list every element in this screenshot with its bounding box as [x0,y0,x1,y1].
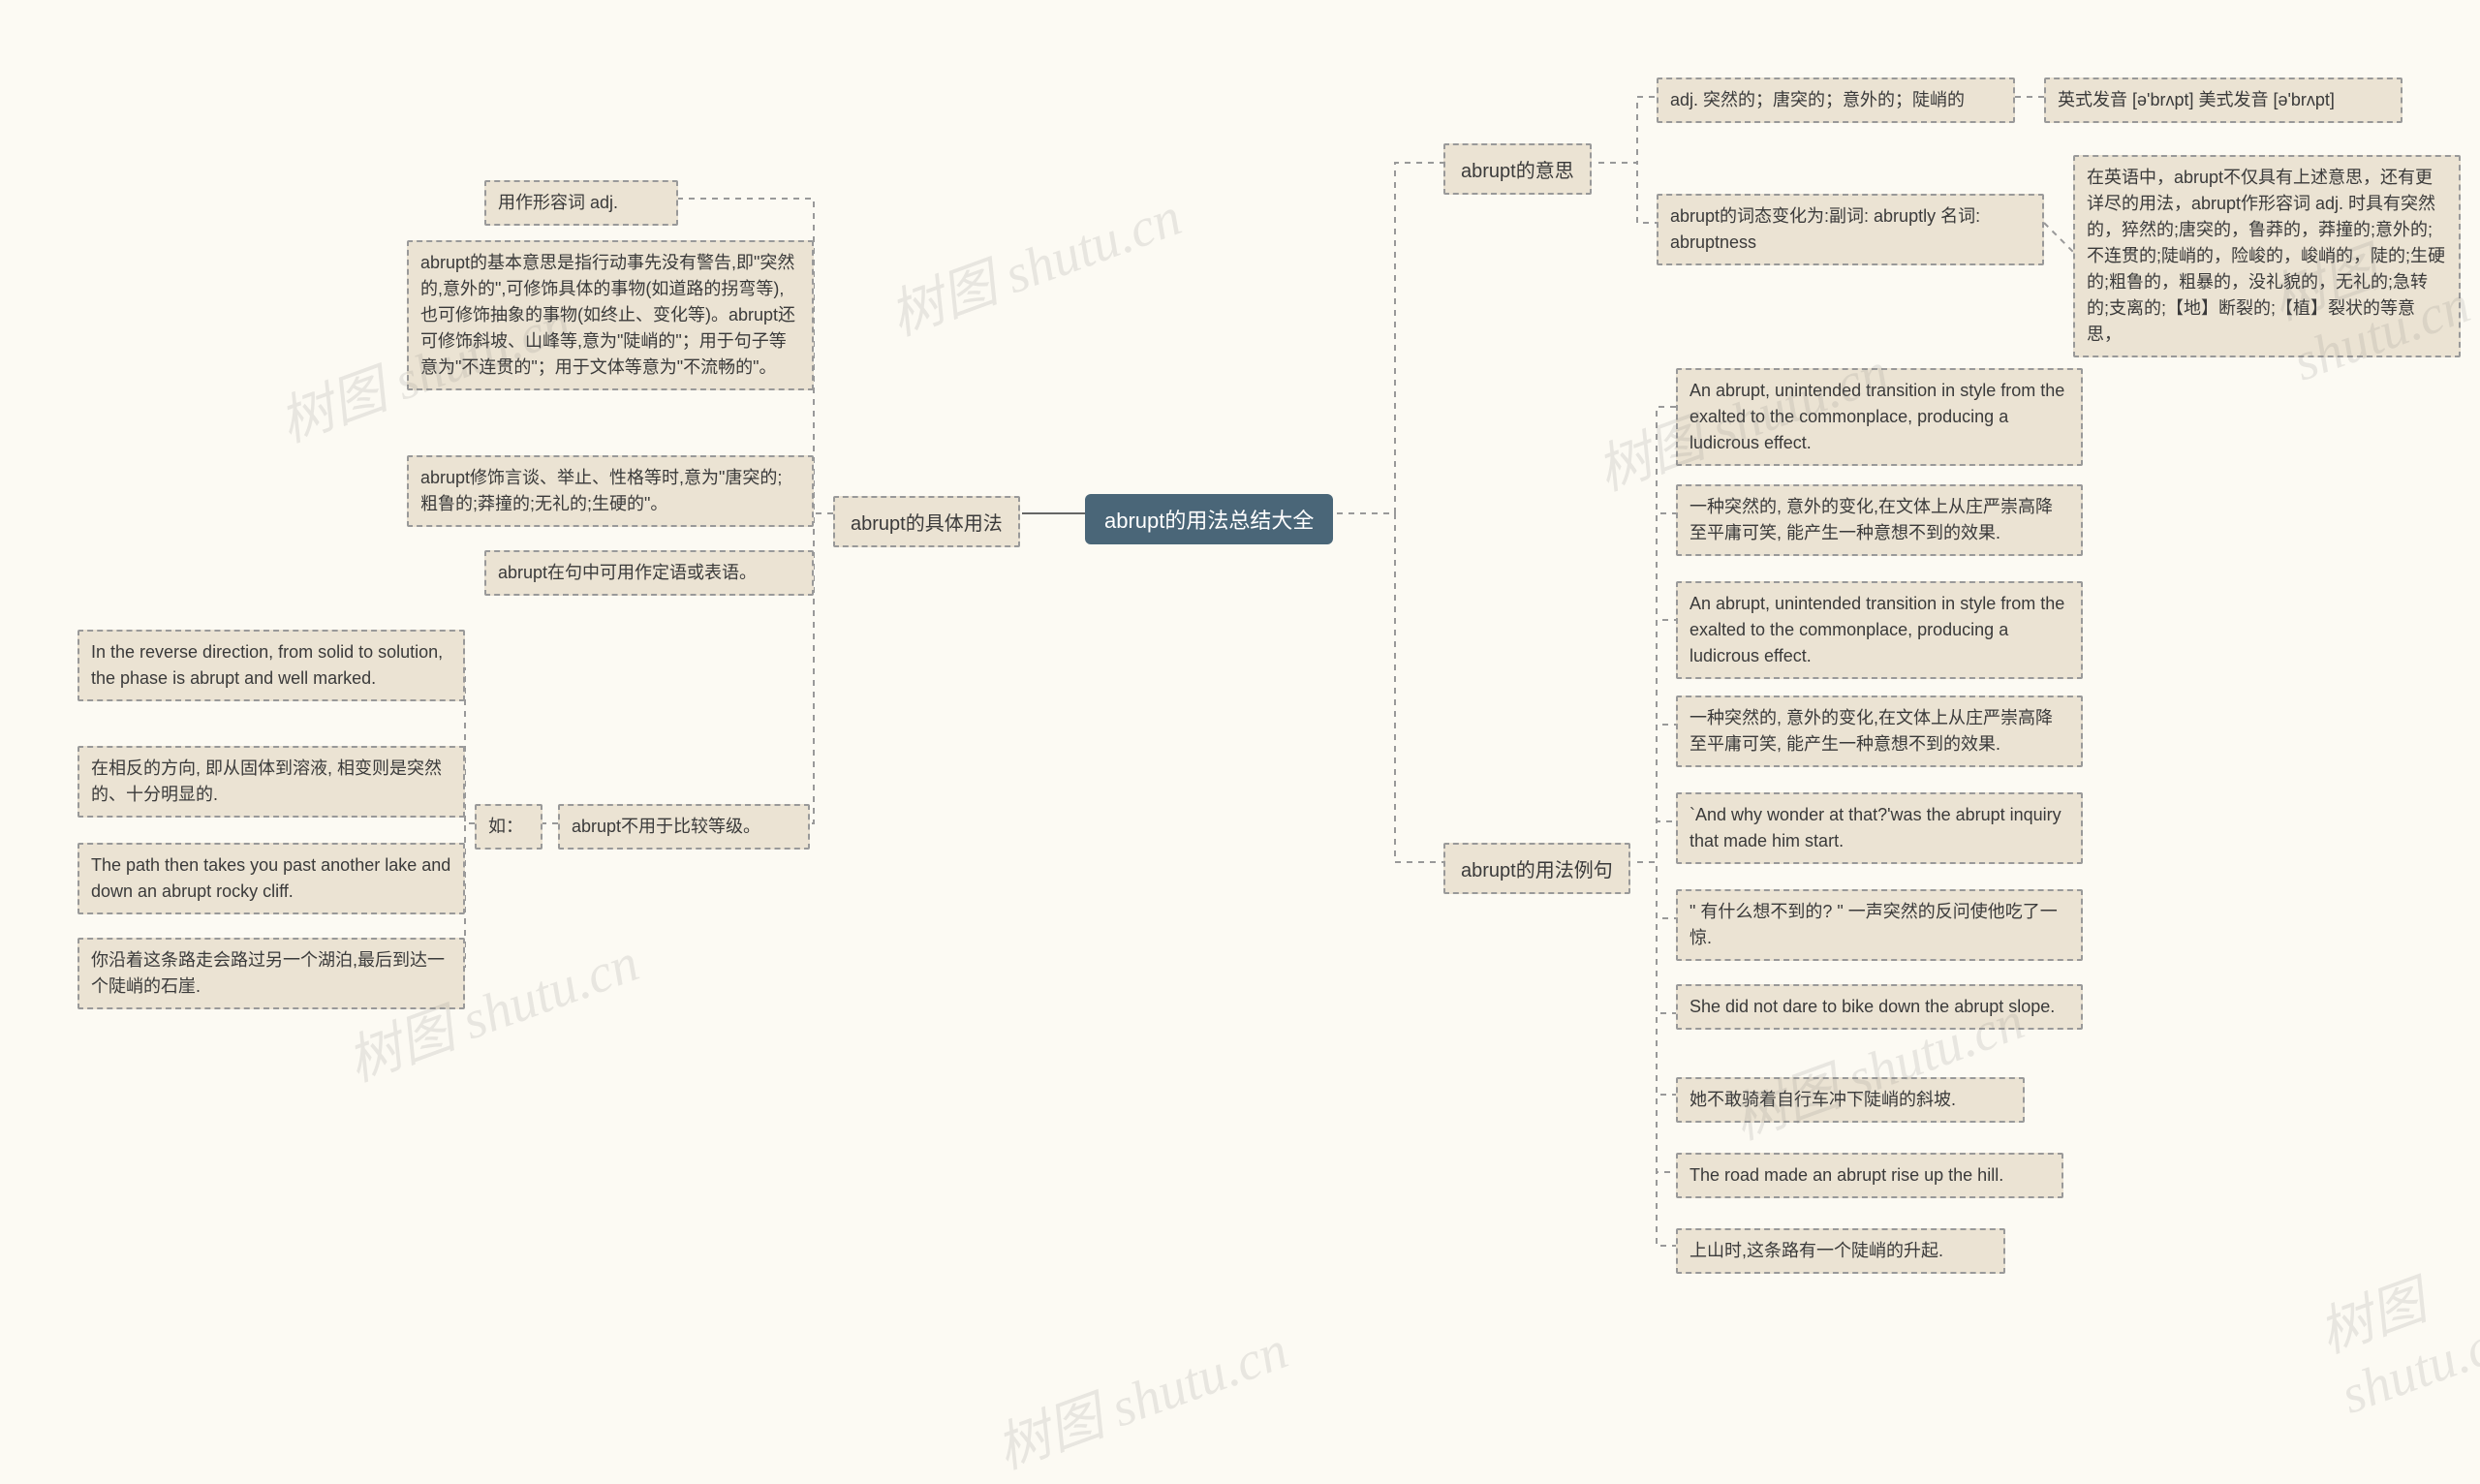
node-r2a: 在英语中，abrupt不仅具有上述意思，还有更详尽的用法，abrupt作形容词 … [2073,155,2461,357]
node-e6: " 有什么想不到的? " 一声突然的反问使他吃了一惊. [1676,889,2083,961]
root-node[interactable]: abrupt的用法总结大全 [1085,494,1333,544]
node-e10: 上山时,这条路有一个陡峭的升起. [1676,1228,2005,1274]
node-l3: abrupt修饰言谈、举止、性格等时,意为"唐突的; 粗鲁的;莽撞的;无礼的;生… [407,455,814,527]
node-e7: She did not dare to bike down the abrupt… [1676,984,2083,1030]
node-l5a3: The path then takes you past another lak… [78,843,465,914]
branch-meaning[interactable]: abrupt的意思 [1443,143,1592,195]
node-e4: 一种突然的, 意外的变化,在文体上从庄严崇高降至平庸可笑, 能产生一种意想不到的… [1676,696,2083,767]
node-e3: An abrupt, unintended transition in styl… [1676,581,2083,679]
node-l5a4: 你沿着这条路走会路过另一个湖泊,最后到达一个陡峭的石崖. [78,938,465,1009]
node-e9: The road made an abrupt rise up the hill… [1676,1153,2063,1198]
node-e2: 一种突然的, 意外的变化,在文体上从庄严崇高降至平庸可笑, 能产生一种意想不到的… [1676,484,2083,556]
watermark: 树图 shutu.cn [2307,1232,2480,1427]
node-l5: abrupt不用于比较等级。 [558,804,810,850]
node-l5a1: In the reverse direction, from solid to … [78,630,465,701]
watermark: 树图 shutu.cn [984,1307,1297,1484]
node-e1: An abrupt, unintended transition in styl… [1676,368,2083,466]
node-l5a2: 在相反的方向, 即从固体到溶液, 相变则是突然的、十分明显的. [78,746,465,818]
node-l4: abrupt在句中可用作定语或表语。 [484,550,814,596]
node-r2: abrupt的词态变化为:副词: abruptly 名词: abruptness [1657,194,2044,265]
node-l1: 用作形容词 adj. [484,180,678,226]
watermark: 树图 shutu.cn [878,173,1191,352]
node-l5a: 如： [475,804,542,850]
node-r1: adj. 突然的；唐突的；意外的；陡峭的 [1657,77,2015,123]
node-e8: 她不敢骑着自行车冲下陡峭的斜坡. [1676,1077,2025,1123]
node-e5: `And why wonder at that?'was the abrupt … [1676,792,2083,864]
node-r1a: 英式发音 [ə'brʌpt] 美式发音 [ə'brʌpt] [2044,77,2402,123]
branch-examples[interactable]: abrupt的用法例句 [1443,843,1630,894]
node-l2: abrupt的基本意思是指行动事先没有警告,即"突然的,意外的",可修饰具体的事… [407,240,814,390]
branch-usage[interactable]: abrupt的具体用法 [833,496,1020,547]
